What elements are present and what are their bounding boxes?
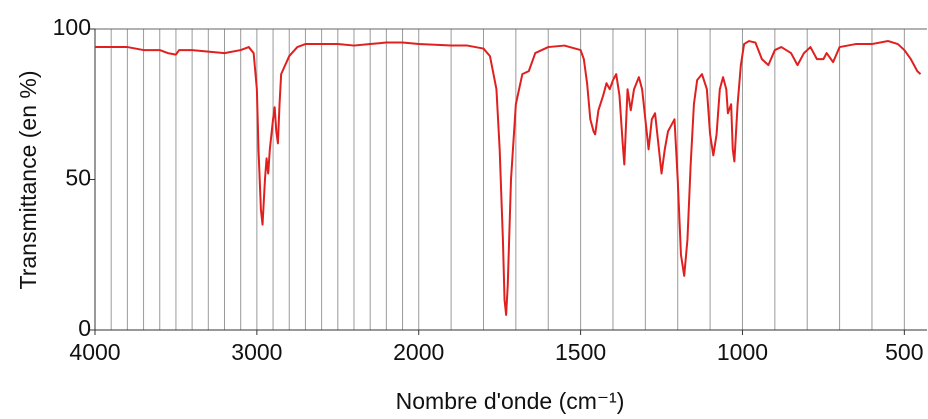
y-tick-label: 0 — [78, 315, 91, 341]
x-tick-label: 4000 — [69, 339, 120, 365]
x-tick-label: 500 — [885, 339, 923, 365]
x-tick-label: 3000 — [231, 339, 282, 365]
x-tick-label: 1000 — [717, 339, 768, 365]
spectrum-line — [95, 40, 922, 316]
y-tick-label: 100 — [53, 14, 91, 40]
x-axis-label: Nombre d'onde (cm⁻¹) — [396, 388, 625, 414]
y-axis-label: Transmittance (en %) — [15, 71, 41, 290]
y-tick-label: 50 — [65, 165, 91, 191]
x-tick-label: 2000 — [393, 339, 444, 365]
x-tick-label: 1500 — [555, 339, 606, 365]
